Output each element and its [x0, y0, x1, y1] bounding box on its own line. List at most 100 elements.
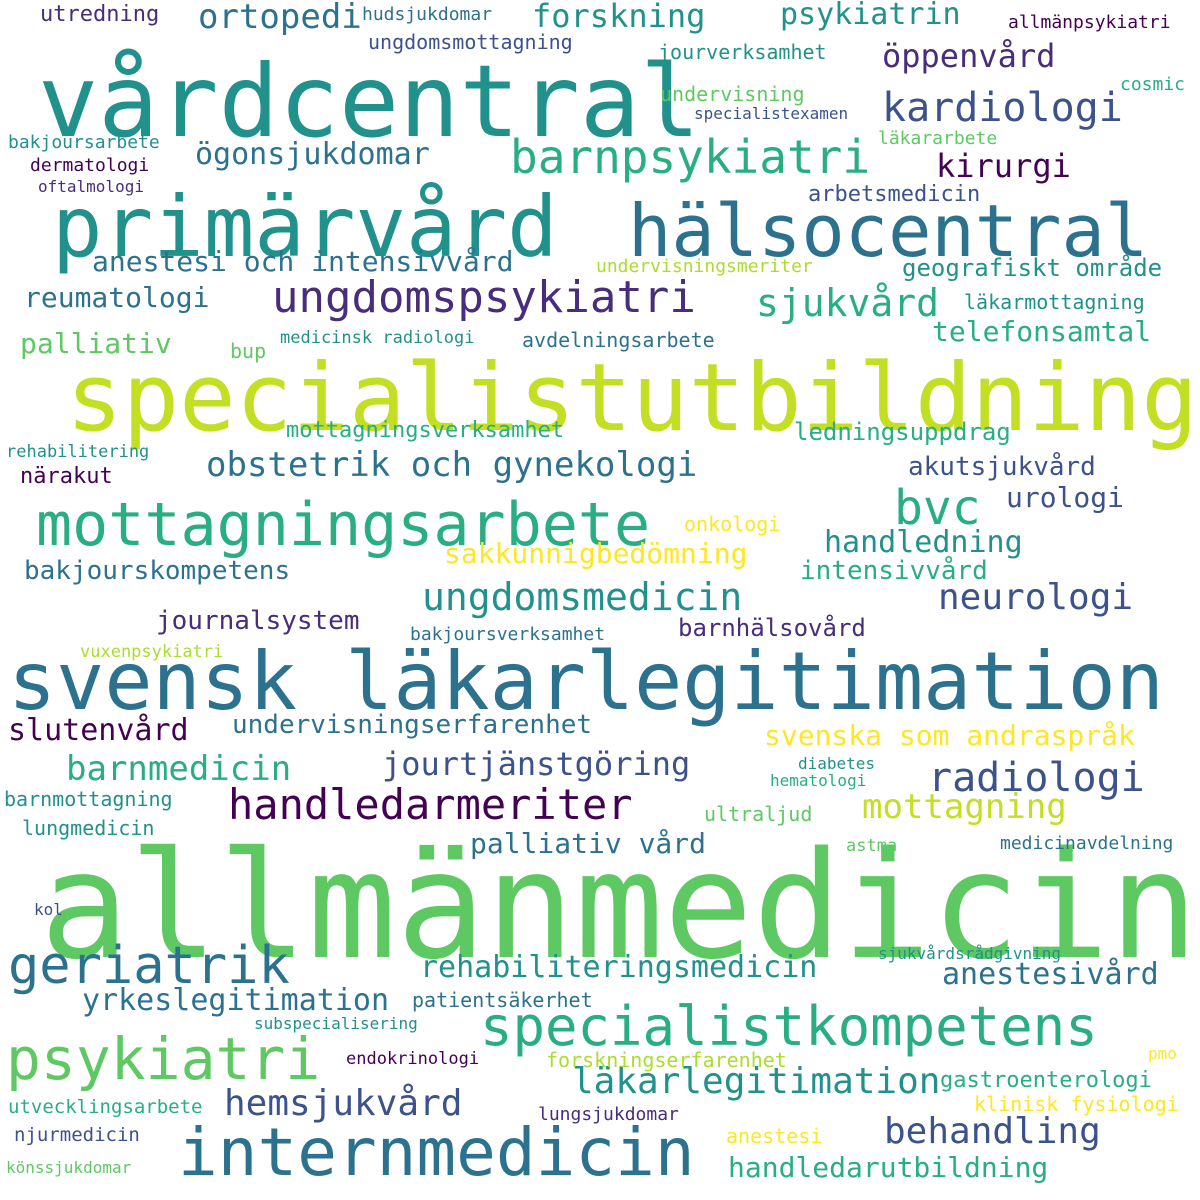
word-cloud-term: utredning	[40, 2, 160, 27]
word-cloud-term: palliativ vård	[470, 827, 707, 860]
word-cloud-term: yrkeslegitimation	[82, 983, 390, 1018]
word-cloud-term: geriatrik	[8, 936, 290, 996]
word-cloud-term: barnpsykiatri	[510, 130, 871, 184]
word-cloud-term: intensivvård	[800, 556, 988, 586]
word-cloud-term: bvc	[894, 480, 981, 536]
word-cloud-term: undervisning	[660, 82, 805, 106]
word-cloud-term: kol	[34, 900, 63, 919]
word-cloud-term: urologi	[1006, 481, 1125, 514]
word-cloud-term: ögonsjukdomar	[195, 137, 430, 172]
word-cloud-term: medicinsk radiologi	[280, 328, 475, 348]
word-cloud-term: närakut	[20, 464, 113, 489]
word-cloud-term: lungsjukdomar	[538, 1104, 679, 1125]
word-cloud-term: avdelningsarbete	[522, 328, 715, 352]
word-cloud-term: sjukvård	[756, 281, 940, 325]
word-cloud-term: specialistutbildning	[66, 344, 1198, 453]
word-cloud-term: njurmedicin	[14, 1124, 140, 1146]
word-cloud-term: läkarlegitimation	[572, 1061, 941, 1102]
word-cloud-term: ledningsuppdrag	[794, 418, 1011, 446]
word-cloud-term: undervisningsmeriter	[596, 256, 813, 277]
word-cloud-term: undervisningserfarenhet	[232, 710, 593, 740]
word-cloud-term: öppenvård	[882, 37, 1056, 75]
word-cloud-term: läkarmottagning	[964, 290, 1145, 314]
word-cloud-term: klinisk fysiologi	[974, 1092, 1179, 1116]
word-cloud-term: könssjukdomar	[6, 1158, 132, 1177]
word-cloud-term: ortopedi	[198, 0, 362, 37]
word-cloud-term: internmedicin	[178, 1114, 695, 1191]
word-cloud-term: forskningserfarenhet	[546, 1048, 787, 1072]
word-cloud-term: sakkunnigbedömning	[444, 537, 748, 570]
word-cloud-term: barnmedicin	[66, 749, 292, 789]
word-cloud-term: vårdcentral	[38, 43, 701, 160]
word-cloud-term: hemsjukvård	[224, 1083, 463, 1124]
word-cloud-term: ungdomsmottagning	[368, 30, 573, 54]
word-cloud-term: diabetes	[798, 754, 876, 773]
word-cloud-term: cosmic	[1120, 74, 1186, 95]
word-cloud-term: allmänpsykiatri	[1008, 12, 1171, 33]
word-cloud-term: läkararbete	[878, 128, 998, 149]
word-cloud-term: allmänmedicin	[40, 820, 1199, 992]
word-cloud-term: forskning	[532, 0, 706, 35]
word-cloud-term: ultraljud	[704, 802, 813, 826]
word-cloud-term: dermatologi	[30, 155, 150, 176]
word-cloud-term: journalsystem	[156, 606, 360, 636]
word-cloud-term: palliativ	[20, 327, 172, 360]
word-cloud-term: arbetsmedicin	[808, 182, 981, 207]
word-cloud-term: neurologi	[938, 577, 1134, 618]
word-cloud-term: astma	[846, 836, 898, 856]
word-cloud-term: pmo	[1148, 1044, 1177, 1063]
word-cloud-term: patientsäkerhet	[412, 988, 593, 1012]
word-cloud-term: bakjoursverksamhet	[410, 624, 606, 645]
word-cloud-term: anestesivård	[942, 957, 1159, 992]
word-cloud-term: obstetrik och gynekologi	[206, 445, 698, 485]
word-cloud-term: utvecklingsarbete	[8, 1096, 203, 1118]
word-cloud-term: subspecialisering	[254, 1014, 418, 1033]
word-cloud-term: telefonsamtal	[932, 315, 1152, 348]
word-cloud-term: hematologi	[770, 771, 867, 790]
word-cloud-term: bup	[230, 339, 267, 363]
word-cloud-term: onkologi	[684, 512, 781, 536]
word-cloud-term: oftalmologi	[38, 177, 144, 196]
word-cloud-term: handledarutbildning	[728, 1151, 1049, 1184]
word-cloud-term: psykiatri	[6, 1025, 321, 1093]
word-cloud-term: handledning	[824, 525, 1023, 560]
word-cloud-term: jourtjänstgöring	[382, 745, 691, 783]
word-cloud-term: mottagningsverksamhet	[286, 418, 565, 443]
word-cloud-term: gastroenterologi	[940, 1068, 1152, 1093]
word-cloud-term: bakjourskompetens	[24, 556, 291, 586]
word-cloud-term: vuxenpsykiatri	[80, 642, 224, 662]
word-cloud-term: geografiskt område	[902, 254, 1163, 282]
word-cloud-term: sjukvårdsrådgivning	[878, 944, 1062, 963]
word-cloud-term: bakjoursarbete	[8, 132, 160, 153]
word-cloud-term: primärvård	[52, 178, 558, 276]
word-cloud-term: kirurgi	[936, 147, 1071, 185]
word-cloud-term: mottagning	[862, 787, 1067, 827]
word-cloud-term: radiologi	[928, 755, 1145, 801]
word-cloud-term: barnhälsovård	[678, 614, 866, 642]
word-cloud-term: psykiatrin	[780, 0, 961, 32]
word-cloud-term: ungdomsmedicin	[422, 575, 743, 619]
word-cloud-term: rehabilitering	[6, 442, 150, 462]
word-cloud-term: svenska som andraspråk	[764, 719, 1135, 752]
word-cloud-term: slutenvård	[8, 713, 189, 748]
word-cloud-term: hälsocentral	[628, 189, 1149, 273]
word-cloud-term: specialistkompetens	[480, 995, 1098, 1058]
word-cloud-term: mottagningsarbete	[36, 490, 651, 560]
word-cloud-term: ungdomspsykiatri	[272, 272, 696, 323]
word-cloud-term: akutsjukvård	[908, 452, 1096, 482]
word-cloud-term: hudsjukdomar	[362, 4, 493, 25]
word-cloud-term: medicinavdelning	[1000, 833, 1174, 854]
word-cloud-term: svensk läkarlegitimation	[8, 635, 1164, 728]
word-cloud-term: lungmedicin	[22, 816, 155, 840]
word-cloud-term: anestesi och intensivvård	[92, 245, 514, 278]
word-cloud-term: specialistexamen	[694, 104, 849, 123]
word-cloud-term: anestesi	[726, 1124, 823, 1148]
word-cloud-term: behandling	[884, 1111, 1101, 1152]
word-cloud-term: kardiologi	[882, 85, 1123, 131]
word-cloud-term: reumatologi	[24, 281, 210, 314]
word-cloud-term: endokrinologi	[346, 1049, 480, 1069]
word-cloud-term: rehabiliteringsmedicin	[420, 950, 818, 985]
word-cloud-term: handledarmeriter	[228, 780, 633, 829]
word-cloud-term: jourverksamhet	[658, 40, 827, 64]
